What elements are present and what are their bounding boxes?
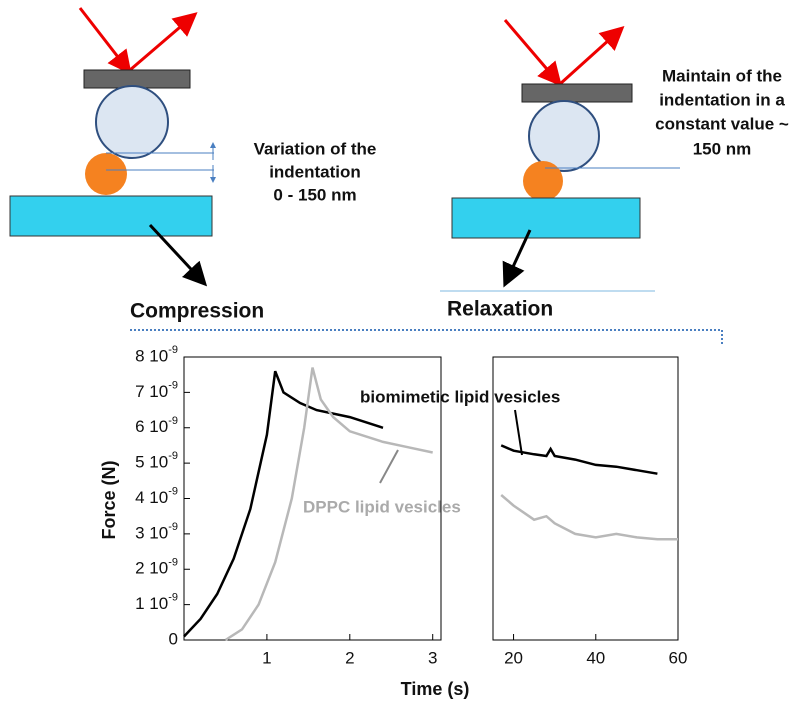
divider [130, 329, 723, 346]
caption-line: Maintain of the [662, 66, 782, 85]
caption-line: indentation [269, 162, 361, 181]
series-label: DPPC lipid vesicles [303, 497, 461, 516]
caption-line: 150 nm [693, 139, 752, 158]
series-line [224, 367, 678, 642]
series-line [183, 370, 658, 638]
leader-line [514, 409, 523, 456]
phase-label: Relaxation [447, 298, 553, 321]
y-tick-label: 7 10-9 [135, 379, 178, 401]
caption-line: indentation in a [659, 90, 785, 109]
x-tick-label: 60 [669, 648, 688, 667]
y-tick-label: 2 10-9 [135, 556, 178, 578]
y-tick-label: 4 10-9 [135, 485, 178, 507]
x-tick-label: 3 [428, 648, 437, 667]
leader-line [379, 449, 399, 484]
relaxation-setup [440, 19, 680, 292]
x-tick-label: 1 [262, 648, 271, 667]
plot-frame [492, 356, 679, 641]
x-tick-label: 20 [504, 648, 523, 667]
x-tick-label: 40 [586, 648, 605, 667]
y-tick-label: 8 10-9 [135, 344, 178, 366]
y-tick-label: 3 10-9 [135, 521, 178, 543]
y-tick-label: 1 10-9 [135, 592, 178, 614]
x-axis-label: Time (s) [401, 679, 470, 699]
y-tick-label: 5 10-9 [135, 450, 178, 472]
y-axis-label: Force (N) [99, 460, 119, 539]
compression-setup [9, 7, 216, 287]
y-tick-label: 0 [169, 629, 178, 648]
x-tick-label: 2 [345, 648, 354, 667]
y-tick-label: 6 10-9 [135, 415, 178, 437]
caption-line: 0 - 150 nm [273, 185, 356, 204]
series-label: biomimetic lipid vesicles [360, 387, 560, 406]
caption-line: constant value ~ [655, 114, 789, 133]
phase-label: Compression [130, 300, 264, 323]
caption-line: Variation of the [254, 139, 377, 158]
